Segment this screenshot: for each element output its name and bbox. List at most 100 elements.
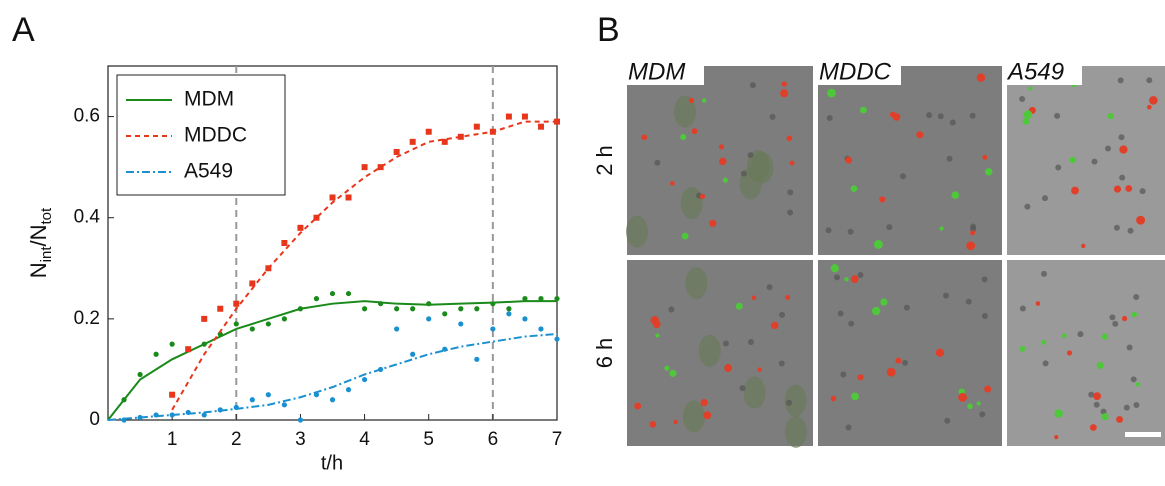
- particle: [889, 111, 896, 118]
- particle: [655, 333, 660, 338]
- cell: [1119, 174, 1126, 181]
- cell: [902, 359, 909, 366]
- cell: [779, 311, 786, 318]
- particle: [1035, 301, 1041, 306]
- micrograph: [1007, 66, 1165, 255]
- data-point: [409, 138, 416, 145]
- data-point: [457, 133, 464, 140]
- particle: [844, 277, 849, 282]
- cell: [969, 112, 976, 119]
- data-point: [394, 326, 400, 332]
- cell: [722, 340, 729, 347]
- cell: [1139, 188, 1146, 195]
- cell: [949, 119, 956, 126]
- y-label-part: N: [26, 262, 51, 278]
- y-label-part: tot: [38, 207, 55, 225]
- micrograph: [1007, 260, 1165, 446]
- data-point: [425, 128, 432, 135]
- particle: [879, 196, 886, 203]
- fit-line: [107, 300, 557, 421]
- x-tick-label: 3: [295, 429, 306, 450]
- particle: [1054, 435, 1059, 440]
- particle: [951, 191, 960, 200]
- y-tick-label: 0.6: [74, 106, 100, 127]
- particle: [895, 357, 902, 364]
- data-point: [281, 240, 288, 246]
- particle: [985, 168, 993, 176]
- cell: [698, 334, 721, 367]
- cell: [1146, 77, 1153, 84]
- data-point: [361, 306, 368, 312]
- cell: [848, 320, 855, 327]
- cell: [749, 82, 756, 89]
- cell: [847, 228, 854, 235]
- cell: [654, 159, 661, 166]
- particle: [1101, 333, 1109, 340]
- data-point: [410, 351, 416, 357]
- fit-line: [171, 120, 557, 411]
- particle: [1113, 185, 1122, 193]
- y-tick-label: 0: [89, 409, 100, 430]
- data-point: [345, 194, 352, 201]
- cell: [1077, 331, 1084, 338]
- particle: [860, 106, 867, 114]
- data-point: [153, 351, 159, 357]
- data-point: [281, 402, 287, 408]
- data-point: [329, 194, 336, 201]
- cell: [1019, 305, 1026, 312]
- data-point: [233, 321, 239, 327]
- particle: [872, 306, 881, 316]
- data-point: [506, 311, 512, 317]
- particle: [771, 321, 779, 330]
- particle: [1125, 185, 1133, 192]
- particle: [703, 411, 712, 420]
- cell: [784, 415, 807, 448]
- cell: [825, 227, 832, 234]
- data-point: [169, 341, 175, 347]
- particle: [873, 240, 883, 249]
- data-point: [185, 346, 192, 353]
- data-point: [329, 397, 336, 403]
- particle: [724, 364, 733, 372]
- particle: [719, 144, 724, 150]
- micrograph: [818, 260, 1002, 446]
- particle: [699, 193, 706, 200]
- y-tick-label: 0.2: [74, 308, 100, 329]
- data-point: [329, 290, 336, 297]
- particle: [970, 230, 976, 236]
- cell: [1041, 195, 1048, 202]
- cell: [626, 215, 649, 248]
- particle: [669, 369, 677, 377]
- particle: [939, 226, 944, 231]
- cell: [1118, 134, 1125, 141]
- x-tick-label: 5: [423, 429, 434, 450]
- data-point: [361, 164, 368, 171]
- cell: [903, 304, 910, 311]
- cell: [899, 173, 906, 180]
- particle: [916, 131, 924, 139]
- cell: [937, 113, 944, 120]
- data-point: [281, 316, 287, 322]
- data-point: [505, 113, 512, 120]
- cell: [1130, 376, 1137, 383]
- legend-label: A549: [184, 160, 233, 183]
- particle: [880, 298, 888, 306]
- data-point: [474, 356, 480, 362]
- particle: [827, 88, 836, 98]
- particle: [851, 392, 859, 401]
- data-point: [265, 392, 271, 398]
- scale-bar: [1125, 432, 1161, 437]
- particle: [1023, 110, 1033, 119]
- fit-line: [107, 333, 558, 421]
- cell: [743, 376, 766, 409]
- cell: [834, 274, 841, 281]
- particle: [652, 320, 661, 329]
- cell: [682, 400, 705, 433]
- column-label-bg: [815, 59, 901, 85]
- particle: [850, 185, 858, 192]
- y-label-part: int: [38, 246, 55, 263]
- data-point: [361, 376, 368, 383]
- particle: [670, 181, 675, 186]
- particle: [1131, 311, 1138, 318]
- cell: [1113, 224, 1120, 231]
